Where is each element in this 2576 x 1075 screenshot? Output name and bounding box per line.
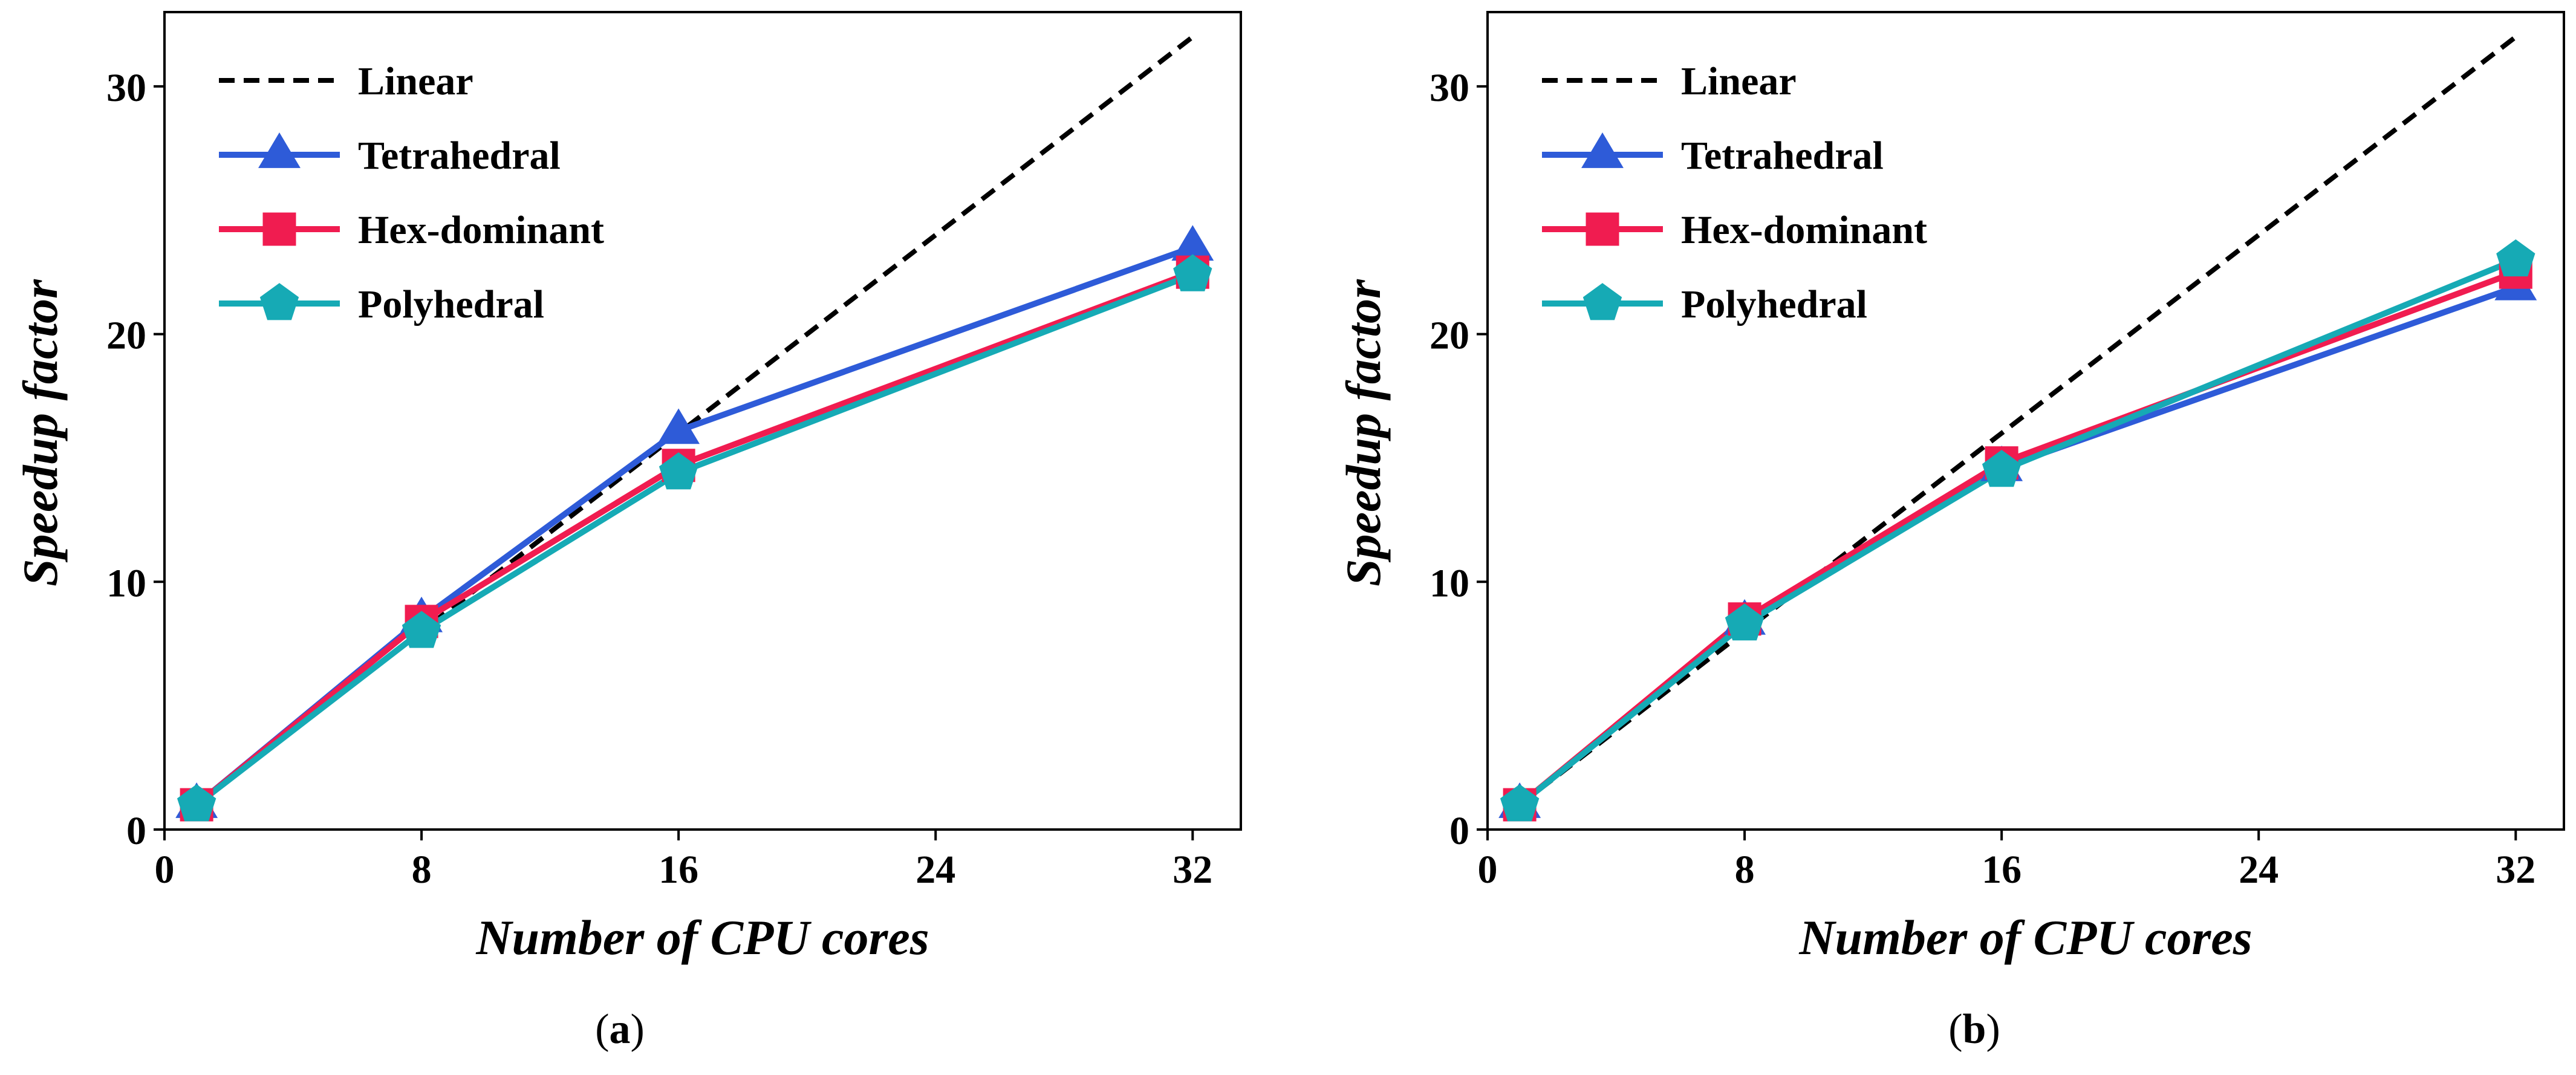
- legend-label-linear: Linear: [358, 59, 473, 103]
- y-tick-label: 30: [106, 66, 146, 110]
- data-point-polyhedral: [659, 452, 698, 490]
- y-tick-label: 10: [106, 561, 146, 605]
- legend-label-polyhedral: Polyhedral: [358, 282, 544, 326]
- legend-label-tetrahedral: Tetrahedral: [358, 134, 561, 178]
- x-tick-label: 16: [659, 848, 698, 892]
- data-point-polyhedral: [402, 611, 441, 648]
- legend-label-linear: Linear: [1681, 59, 1797, 103]
- y-tick-label: 30: [1429, 66, 1469, 110]
- series-line-hex-dominant: [1517, 269, 2517, 807]
- series-line-tetrahedral: [1517, 284, 2517, 807]
- caption-letter: a: [610, 1006, 631, 1053]
- x-tick-label: 8: [1735, 848, 1755, 892]
- x-tick-label: 0: [1478, 848, 1498, 892]
- data-point-polyhedral: [1500, 784, 1540, 822]
- x-tick-label: 8: [412, 848, 432, 892]
- x-tick-label: 16: [1982, 848, 2021, 892]
- legend-marker-polyhedral: [259, 283, 299, 320]
- legend-label-polyhedral: Polyhedral: [1681, 282, 1867, 326]
- x-tick-label: 0: [155, 848, 175, 892]
- x-tick-label: 24: [916, 848, 955, 892]
- caption-paren-close: ): [1986, 1006, 2000, 1053]
- series-line-polyhedral: [195, 271, 1194, 807]
- panel-caption: (a): [595, 1006, 645, 1053]
- data-point-polyhedral: [2496, 239, 2535, 277]
- y-axis-label: Speedup factor: [13, 279, 68, 586]
- legend-marker-tetrahedral: [258, 132, 301, 168]
- caption-paren-open: (: [595, 1006, 609, 1053]
- legend-label-tetrahedral: Tetrahedral: [1681, 134, 1884, 178]
- data-point-tetrahedral: [657, 408, 700, 444]
- series-line-polyhedral: [1517, 257, 2517, 807]
- data-point-polyhedral: [177, 784, 216, 822]
- data-point-polyhedral: [1173, 254, 1212, 291]
- x-axis-label: Number of CPU cores: [1798, 910, 2252, 965]
- x-axis-label: Number of CPU cores: [475, 910, 929, 965]
- x-tick-label: 32: [1173, 848, 1212, 892]
- legend-marker-hex-dominant: [262, 212, 296, 246]
- chart-panel-b: 0 8 16 24 32 0 10 20 30 Number of CPU cores Speedu…: [1336, 11, 2565, 1053]
- caption-letter: b: [1963, 1006, 1986, 1053]
- legend-marker-hex-dominant: [1586, 212, 1619, 246]
- panel-caption: (b): [1948, 1006, 2000, 1053]
- caption-paren-open: (: [1948, 1006, 1962, 1053]
- caption-paren-close: ): [631, 1006, 645, 1053]
- x-tick-label: 32: [2496, 848, 2535, 892]
- legend-label-hex-dominant: Hex-dominant: [358, 208, 604, 252]
- y-tick-label: 10: [1429, 561, 1469, 605]
- legend-marker-tetrahedral: [1581, 132, 1624, 168]
- y-tick-label: 20: [1429, 314, 1469, 358]
- chart-panel-a: 0 8 16 24 32 0 10 20 30 Number of CPU cores Speedu…: [13, 11, 1242, 1053]
- y-tick-label: 0: [1449, 809, 1469, 853]
- y-tick-label: 20: [106, 314, 146, 358]
- legend-label-hex-dominant: Hex-dominant: [1681, 208, 1927, 252]
- y-tick-label: 0: [126, 809, 146, 853]
- series-line-linear: [1518, 34, 2517, 807]
- data-point-polyhedral: [1982, 450, 2021, 487]
- plot-area-frame: [1486, 11, 2565, 831]
- x-tick-label: 24: [2239, 848, 2278, 892]
- y-axis-label: Speedup factor: [1336, 279, 1391, 586]
- legend-marker-polyhedral: [1582, 283, 1622, 320]
- plot-area-frame: [163, 11, 1242, 831]
- data-point-polyhedral: [1725, 603, 1764, 641]
- series-line-hex-dominant: [194, 269, 1194, 807]
